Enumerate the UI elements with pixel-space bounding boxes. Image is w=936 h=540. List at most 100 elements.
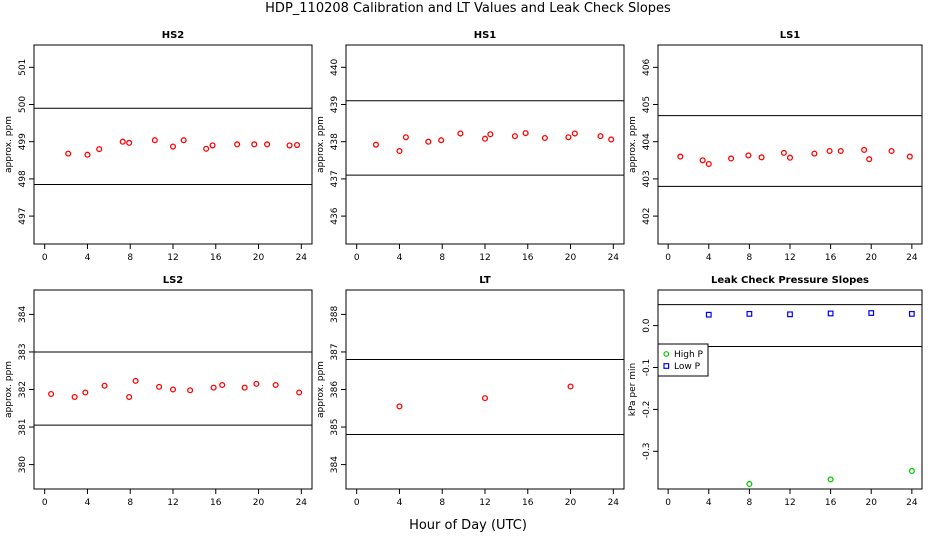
x-tick-label: 0	[354, 253, 360, 263]
data-point	[571, 130, 578, 137]
y-axis-label: kPa per min	[628, 363, 638, 416]
x-tick-label: 12	[167, 498, 178, 508]
data-point	[758, 154, 765, 161]
data-point	[837, 147, 844, 155]
data-point	[827, 310, 834, 317]
data-point	[101, 382, 108, 389]
x-tick-label: 16	[210, 498, 222, 508]
data-point	[402, 134, 409, 141]
data-point	[677, 153, 684, 160]
data-point	[826, 147, 833, 155]
data-point	[187, 387, 194, 394]
x-tick-label: 8	[747, 253, 753, 263]
y-axis-label: approx. ppm	[4, 116, 14, 173]
y-tick-label: 501	[18, 59, 28, 76]
x-tick-label: 20	[253, 498, 265, 508]
data-point	[286, 142, 293, 149]
data-point	[511, 133, 518, 140]
x-tick-label: 0	[665, 498, 671, 508]
data-point	[234, 141, 241, 148]
data-point	[908, 467, 915, 475]
data-point	[264, 141, 271, 148]
data-point	[866, 156, 873, 163]
data-point	[522, 130, 529, 137]
x-tick-label: 12	[479, 498, 490, 508]
panel-title: HS2	[162, 30, 185, 41]
chart-panel-2: LS1 0 4 8 12 16 20 24 402 403 404 405 406 approx. ppm	[628, 30, 923, 263]
x-tick-label: 0	[354, 498, 360, 508]
plot-frame	[33, 289, 313, 490]
data-point	[84, 151, 91, 158]
y-tick-label: 438	[330, 133, 340, 150]
y-tick-label: 381	[18, 418, 28, 435]
y-axis-label: approx. ppm	[628, 116, 638, 173]
y-tick-label: 439	[330, 96, 340, 113]
data-point	[372, 141, 379, 148]
legend-box	[657, 343, 709, 377]
x-tick-label: 24	[296, 253, 308, 263]
data-point	[481, 395, 489, 402]
data-point	[861, 146, 868, 153]
chart-panel-3: LS2 0 4 8 12 16 20 24 380 381 382 383 384 approx. ppm	[4, 275, 313, 508]
y-tick-label: 497	[18, 208, 28, 225]
y-tick-label: 404	[642, 133, 652, 150]
y-tick-label: 388	[330, 306, 340, 323]
x-tick-label: 20	[866, 253, 878, 263]
x-tick-label: 4	[85, 253, 91, 263]
data-point	[786, 154, 794, 161]
chart-panel-4: LT 0 4 8 12 16 20 24 384 385 386 387 388 approx. ppm	[316, 275, 625, 508]
y-axis-label: approx. ppm	[4, 361, 14, 418]
x-tick-label: 0	[42, 253, 48, 263]
legend-marker	[663, 351, 670, 357]
data-point	[96, 146, 103, 153]
y-tick-label: 402	[642, 208, 652, 225]
x-tick-label: 20	[866, 498, 878, 508]
data-point	[728, 155, 735, 162]
data-point	[565, 134, 572, 141]
data-point	[65, 150, 72, 157]
data-point	[169, 143, 177, 150]
data-point	[219, 381, 226, 389]
y-tick-label: 382	[18, 381, 28, 398]
plot-frame	[657, 289, 923, 490]
x-tick-label: 20	[253, 253, 265, 263]
data-point	[169, 386, 177, 393]
data-point	[888, 147, 895, 155]
y-tick-label: 386	[330, 381, 340, 398]
y-tick-label: 380	[18, 456, 28, 473]
data-point	[241, 384, 248, 391]
x-tick-label: 24	[296, 498, 308, 508]
legend-label: High P	[674, 350, 704, 360]
x-tick-label: 12	[784, 498, 795, 508]
plot-frame	[657, 44, 923, 245]
data-point	[203, 145, 210, 152]
y-tick-label: 498	[18, 170, 28, 187]
y-tick-label: 437	[330, 170, 340, 187]
y-tick-label: 406	[642, 58, 652, 75]
legend: High P Low P	[657, 343, 709, 377]
x-tick-label: 16	[825, 253, 837, 263]
data-point	[541, 134, 548, 142]
x-tick-label: 8	[747, 498, 753, 508]
y-tick-label: 499	[18, 133, 28, 150]
data-point	[457, 130, 464, 137]
x-tick-label: 24	[608, 498, 620, 508]
x-tick-label: 12	[479, 253, 490, 263]
data-point	[119, 138, 126, 145]
x-tick-label: 24	[906, 498, 918, 508]
data-point	[151, 137, 158, 144]
data-point	[487, 131, 494, 138]
chart-panel-5: Leak Check Pressure Slopes 0 4 8 12 16 20 24 -0.…	[628, 275, 923, 508]
data-point	[705, 311, 712, 318]
data-point	[567, 383, 574, 390]
data-point	[699, 157, 706, 164]
y-tick-label: -0.3	[642, 443, 652, 461]
data-point	[746, 480, 753, 488]
data-point	[481, 135, 489, 142]
x-tick-label: 16	[825, 498, 837, 508]
data-point	[396, 403, 403, 410]
data-point	[251, 141, 258, 148]
x-tick-label: 0	[42, 498, 48, 508]
x-tick-label: 20	[565, 498, 577, 508]
